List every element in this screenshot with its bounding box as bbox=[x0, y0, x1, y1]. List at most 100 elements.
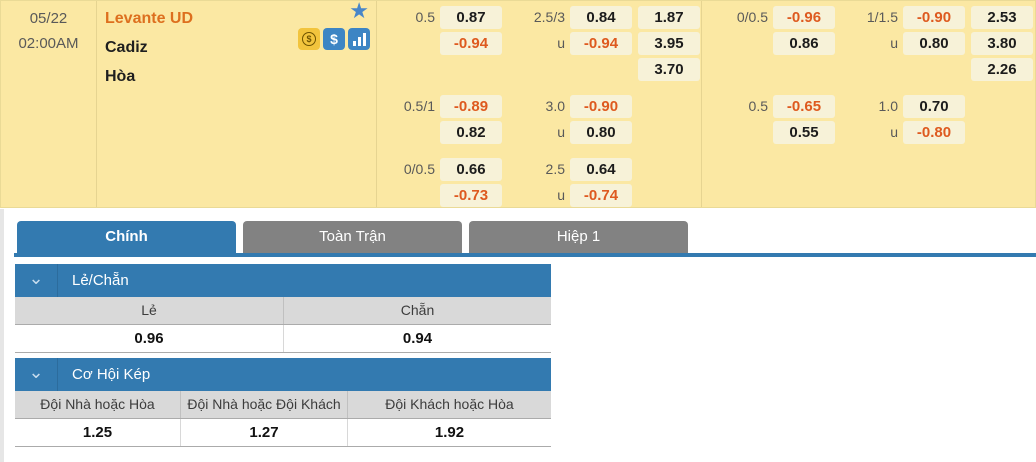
ou-odds[interactable]: -0.94 bbox=[570, 31, 632, 55]
1x2-odds[interactable] bbox=[971, 129, 1033, 135]
table-value-row: 1.25 1.27 1.92 bbox=[15, 419, 551, 447]
favorite-star-icon[interactable]: ★ bbox=[349, 0, 369, 23]
match-tools: $ $ bbox=[298, 28, 370, 50]
tab-underline bbox=[14, 253, 1036, 257]
ou-odds[interactable]: 0.64 bbox=[570, 157, 632, 181]
chevron-down-icon[interactable]: ⌄ bbox=[15, 264, 58, 297]
1x2-odds[interactable] bbox=[971, 103, 1033, 109]
ou-line: u bbox=[890, 124, 898, 140]
1x2-odds[interactable]: 3.95 bbox=[638, 31, 700, 55]
odds-row: 0.55 u -0.80 bbox=[710, 119, 1035, 145]
odds-row: 0/0.5 -0.96 1/1.5 -0.90 2.53 bbox=[710, 4, 1035, 30]
handicap-odds[interactable]: 0.55 bbox=[773, 120, 835, 144]
tab-toan-tran[interactable]: Toàn Trận bbox=[243, 221, 462, 253]
handicap-odds[interactable]: 0.87 bbox=[440, 5, 502, 29]
handicap-odds[interactable] bbox=[440, 66, 502, 72]
tab-bar: Chính Toàn Trận Hiệp 1 bbox=[0, 221, 1036, 257]
handicap-odds[interactable]: -0.94 bbox=[440, 31, 502, 55]
handicap-line: 0/0.5 bbox=[403, 161, 435, 177]
left-edge-strip bbox=[0, 209, 4, 462]
ou-line: 1/1.5 bbox=[866, 9, 898, 25]
ou-odds[interactable]: 0.70 bbox=[903, 94, 965, 118]
column-header-home-or-away: Đội Nhà hoặc Đội Khách bbox=[180, 391, 347, 418]
odds-row: -0.73 u -0.74 bbox=[377, 182, 701, 208]
odds-even[interactable]: 0.94 bbox=[283, 325, 551, 352]
handicap-line: 0.5 bbox=[415, 9, 435, 25]
1x2-odds[interactable] bbox=[638, 192, 700, 198]
table-value-row: 0.96 0.94 bbox=[15, 325, 551, 353]
handicap-odds[interactable]: -0.96 bbox=[773, 5, 835, 29]
odds-home-or-draw[interactable]: 1.25 bbox=[82, 424, 113, 441]
bet-dollar-icon[interactable]: $ bbox=[323, 28, 345, 50]
draw-label: Hòa bbox=[105, 68, 136, 85]
ou-odds[interactable]: 0.84 bbox=[570, 5, 632, 29]
column-header-away-or-draw: Đội Khách hoặc Hòa bbox=[347, 391, 551, 418]
handicap-line: 0/0.5 bbox=[736, 9, 768, 25]
ou-line: u bbox=[890, 35, 898, 51]
column-header-odd: Lẻ bbox=[141, 302, 157, 318]
ou-odds[interactable]: 0.80 bbox=[903, 31, 965, 55]
ou-odds[interactable]: -0.80 bbox=[903, 120, 965, 144]
ou-line: 3.0 bbox=[545, 98, 565, 114]
ou-line: 2.5/3 bbox=[533, 9, 565, 25]
odds-column-secondary: 0/0.5 -0.96 1/1.5 -0.90 2.53 0.86 u 0.80 3.80 2… bbox=[702, 1, 1035, 207]
ou-odds[interactable] bbox=[570, 66, 632, 72]
odds-group: 0/0.5 -0.96 1/1.5 -0.90 2.53 0.86 u 0.80 3.80 2… bbox=[710, 4, 1035, 82]
ou-line: 1.0 bbox=[878, 98, 898, 114]
handicap-odds[interactable]: 0.82 bbox=[440, 120, 502, 144]
ou-odds[interactable]: 0.80 bbox=[570, 120, 632, 144]
handicap-line: 0.5 bbox=[748, 98, 768, 114]
column-header-even: Chẵn bbox=[283, 297, 551, 324]
table-header-row: Đội Nhà hoặc Hòa Đội Nhà hoặc Đội Khách … bbox=[15, 391, 551, 419]
section-header-odd-even[interactable]: ⌄ Lẻ/Chẵn bbox=[15, 264, 551, 297]
handicap-odds[interactable] bbox=[773, 66, 835, 72]
handicap-odds[interactable]: -0.73 bbox=[440, 183, 502, 207]
tab-hiep-1[interactable]: Hiệp 1 bbox=[469, 221, 688, 253]
odds-group: 0.5 -0.65 1.0 0.70 0.55 u -0.80 bbox=[710, 93, 1035, 145]
ou-odds[interactable] bbox=[903, 66, 965, 72]
ou-line: 2.5 bbox=[545, 161, 565, 177]
odds-row: 0.5 -0.65 1.0 0.70 bbox=[710, 93, 1035, 119]
handicap-odds[interactable]: 0.86 bbox=[773, 31, 835, 55]
odds-row: 3.70 bbox=[377, 56, 701, 82]
handicap-odds[interactable]: -0.65 bbox=[773, 94, 835, 118]
stats-bar-chart-icon[interactable] bbox=[348, 28, 370, 50]
cashback-coin-icon[interactable]: $ bbox=[298, 28, 320, 50]
ou-odds[interactable]: -0.90 bbox=[903, 5, 965, 29]
1x2-odds[interactable]: 2.53 bbox=[971, 5, 1033, 29]
odds-group: 0.5 0.87 2.5/3 0.84 1.87 -0.94 u -0.94 3.95 3.7… bbox=[377, 4, 701, 82]
1x2-odds[interactable] bbox=[638, 129, 700, 135]
1x2-odds[interactable]: 3.70 bbox=[638, 57, 700, 81]
section-header-double-chance[interactable]: ⌄ Cơ Hội Kép bbox=[15, 358, 551, 391]
odds-row: 0.5/1 -0.89 3.0 -0.90 bbox=[377, 93, 701, 119]
1x2-odds[interactable]: 3.80 bbox=[971, 31, 1033, 55]
chevron-down-icon[interactable]: ⌄ bbox=[15, 358, 58, 391]
odds-row: 0.86 u 0.80 3.80 bbox=[710, 30, 1035, 56]
1x2-odds[interactable] bbox=[638, 166, 700, 172]
match-date: 05/22 bbox=[29, 10, 68, 27]
handicap-odds[interactable]: -0.89 bbox=[440, 94, 502, 118]
table-header-row: Lẻ Chẵn bbox=[15, 297, 551, 325]
1x2-odds[interactable] bbox=[638, 103, 700, 109]
handicap-line: 0.5/1 bbox=[403, 98, 435, 114]
odds-odd[interactable]: 0.96 bbox=[134, 330, 164, 347]
odds-row: 0/0.5 0.66 2.5 0.64 bbox=[377, 156, 701, 182]
odds-row: 0.82 u 0.80 bbox=[377, 119, 701, 145]
odds-home-or-away[interactable]: 1.27 bbox=[180, 419, 347, 446]
odds-away-or-draw[interactable]: 1.92 bbox=[347, 419, 551, 446]
tab-chinh[interactable]: Chính bbox=[17, 221, 236, 253]
match-odds-board: 05/22 02:00AM Levante UD Cadiz Hòa ★ $ $… bbox=[0, 0, 1036, 208]
odds-row: 2.26 bbox=[710, 56, 1035, 82]
ou-odds[interactable]: -0.90 bbox=[570, 94, 632, 118]
ou-odds[interactable]: -0.74 bbox=[570, 183, 632, 207]
1x2-odds[interactable]: 2.26 bbox=[971, 57, 1033, 81]
1x2-odds[interactable]: 1.87 bbox=[638, 5, 700, 29]
handicap-odds[interactable]: 0.66 bbox=[440, 157, 502, 181]
odds-column-main: 0.5 0.87 2.5/3 0.84 1.87 -0.94 u -0.94 3.95 3.7… bbox=[377, 1, 702, 207]
section-odd-even: ⌄ Lẻ/Chẵn Lẻ Chẵn 0.96 0.94 bbox=[15, 264, 551, 353]
column-header-home-or-draw: Đội Nhà hoặc Hòa bbox=[40, 396, 155, 412]
home-team-name[interactable]: Levante UD bbox=[105, 10, 194, 27]
away-team-name: Cadiz bbox=[105, 39, 148, 56]
ou-line: u bbox=[557, 35, 565, 51]
odds-group: 0/0.5 0.66 2.5 0.64 -0.73 u -0.74 bbox=[377, 156, 701, 208]
